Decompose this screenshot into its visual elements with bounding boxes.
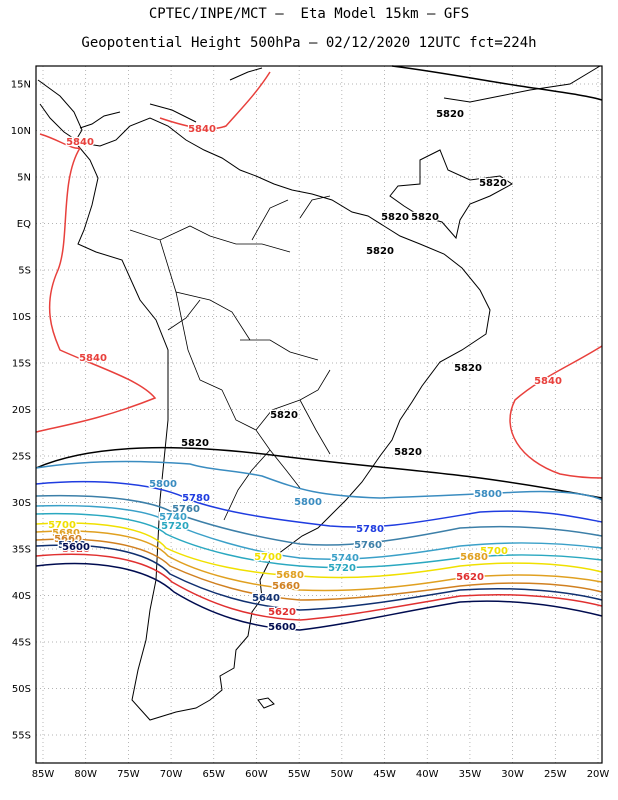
height-contours	[36, 66, 602, 630]
contour-label-5760: 5760	[354, 540, 382, 551]
contour-label-5600: 5600	[62, 542, 90, 553]
contour-label-5700: 5700	[254, 552, 282, 563]
lon-tick-label: 50W	[331, 769, 354, 780]
contour-label-5680: 5680	[460, 552, 488, 563]
contour-label-5820: 5820	[366, 246, 394, 257]
lon-tick-label: 75W	[117, 769, 140, 780]
lat-tick-label: 30S	[12, 498, 31, 509]
lon-tick-label: 85W	[32, 769, 55, 780]
contour-label-5600: 5600	[268, 622, 296, 633]
lon-tick-label: 60W	[245, 769, 268, 780]
contour-label-5800: 5800	[474, 489, 502, 500]
contour-label-5800: 5800	[149, 479, 177, 490]
contour-label-5620: 5620	[456, 572, 484, 583]
lon-tick-label: 55W	[288, 769, 311, 780]
lat-tick-label: 15N	[11, 80, 31, 91]
lon-tick-label: 40W	[416, 769, 439, 780]
contour-line-5800	[36, 462, 602, 501]
contour-line-5680	[36, 531, 602, 591]
lat-tick-label: 50S	[12, 684, 31, 695]
lat-tick-label: EQ	[17, 219, 31, 230]
contour-label-5820: 5820	[436, 109, 464, 120]
contour-label-5820: 5820	[411, 212, 439, 223]
map-frame	[36, 66, 602, 763]
lat-tick-label: 5N	[17, 173, 31, 184]
central-america-coastline	[38, 80, 82, 140]
contour-label-5800: 5800	[294, 497, 322, 508]
latitude-labels: 15N 10N 5N EQ 5S 10S 15S 20S 25S 30S 35S 40S 45S 50S 5…	[11, 80, 31, 742]
contour-label-5840: 5840	[66, 137, 94, 148]
lon-tick-label: 65W	[202, 769, 225, 780]
contour-label-5840: 5840	[188, 124, 216, 135]
contour-line-5620	[36, 554, 602, 620]
contour-label-5820: 5820	[454, 363, 482, 374]
contour-label-5820: 5820	[270, 410, 298, 421]
lat-tick-label: 10S	[12, 312, 31, 323]
longitude-labels: 85W 80W 75W 70W 65W 60W 55W 50W 45W 40W 35W 30W 25W 2…	[32, 769, 610, 780]
lon-tick-label: 45W	[373, 769, 396, 780]
lat-tick-label: 15S	[12, 359, 31, 370]
lat-tick-label: 40S	[12, 591, 31, 602]
contour-label-5660: 5660	[272, 581, 300, 592]
contour-label-5720: 5720	[161, 521, 189, 532]
lat-tick-label: 20S	[12, 405, 31, 416]
contour-label-5840: 5840	[534, 376, 562, 387]
lon-tick-label: 25W	[544, 769, 567, 780]
contour-label-5680: 5680	[276, 570, 304, 581]
lat-tick-label: 5S	[18, 266, 31, 277]
contour-label-5720: 5720	[328, 563, 356, 574]
lon-tick-label: 35W	[459, 769, 482, 780]
lat-tick-label: 10N	[11, 126, 31, 137]
contour-line-5820	[392, 66, 602, 100]
graticule-grid	[36, 66, 602, 763]
contour-label-5780: 5780	[356, 524, 384, 535]
lat-tick-label: 55S	[12, 731, 31, 742]
contour-label-5780: 5780	[182, 493, 210, 504]
contour-label-5820: 5820	[181, 438, 209, 449]
lon-tick-label: 20W	[587, 769, 610, 780]
lon-tick-label: 80W	[74, 769, 97, 780]
contour-label-5820: 5820	[394, 447, 422, 458]
contour-label-5620: 5620	[268, 607, 296, 618]
contour-line-5820	[36, 448, 602, 498]
contour-label-5840: 5840	[79, 353, 107, 364]
contour-line-5600	[36, 564, 602, 630]
contour-line-5840	[510, 346, 602, 478]
contour-label-5640: 5640	[252, 593, 280, 604]
lat-tick-label: 25S	[12, 452, 31, 463]
lat-tick-label: 35S	[12, 545, 31, 556]
gulf-of-guinea-coastline	[390, 150, 512, 238]
lon-tick-label: 30W	[501, 769, 524, 780]
lat-tick-label: 45S	[12, 638, 31, 649]
contour-label-5820: 5820	[479, 178, 507, 189]
falkland-islands	[258, 698, 274, 708]
contour-label-5820: 5820	[381, 212, 409, 223]
contour-line-5840	[160, 72, 270, 129]
lon-tick-label: 70W	[160, 769, 183, 780]
coastline-layer	[38, 66, 600, 720]
